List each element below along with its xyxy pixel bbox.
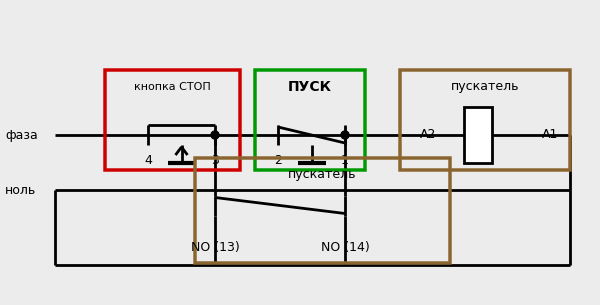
Text: фаза: фаза — [5, 128, 38, 142]
Text: кнопка СТОП: кнопка СТОП — [134, 82, 211, 92]
Bar — [464, 107, 492, 163]
Circle shape — [211, 131, 219, 139]
Text: пускатель: пускатель — [288, 168, 357, 181]
Text: A2: A2 — [420, 128, 436, 142]
Text: пускатель: пускатель — [451, 80, 519, 93]
Text: 4: 4 — [144, 153, 152, 167]
Text: 1: 1 — [341, 153, 349, 167]
Text: ПУСК: ПУСК — [288, 80, 332, 94]
Text: 3: 3 — [211, 153, 219, 167]
Text: ноль: ноль — [5, 184, 36, 196]
Text: 2: 2 — [274, 153, 282, 167]
Text: NO (14): NO (14) — [320, 242, 370, 254]
Text: NO (13): NO (13) — [191, 242, 239, 254]
Circle shape — [341, 131, 349, 139]
Text: A1: A1 — [542, 128, 558, 142]
